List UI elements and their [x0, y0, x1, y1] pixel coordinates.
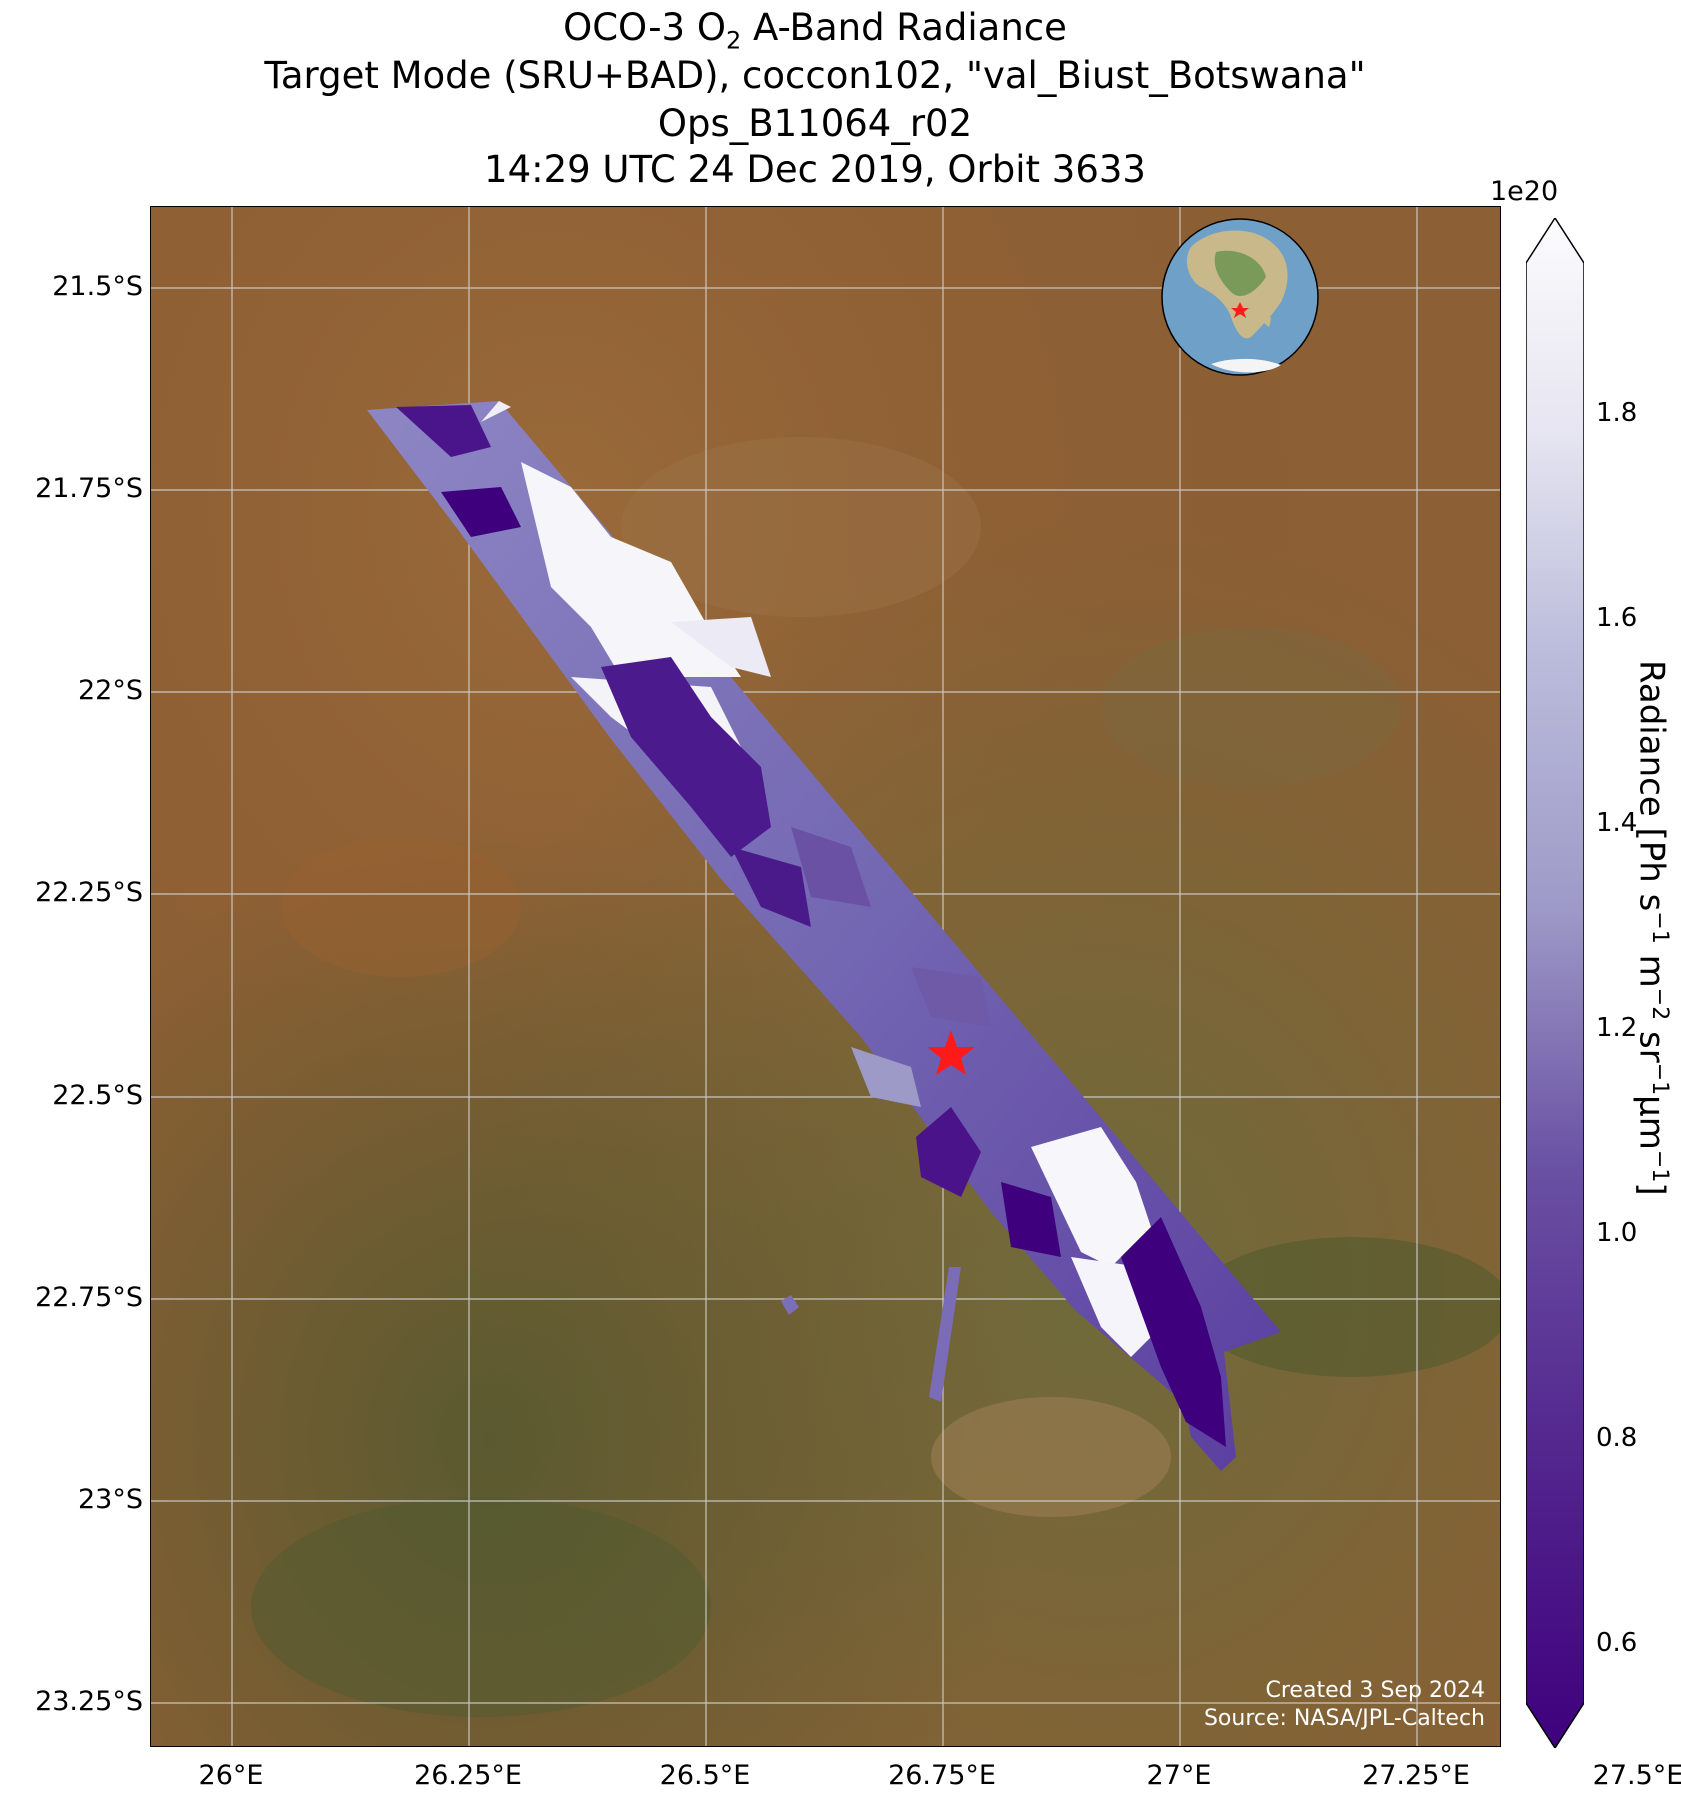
colorbar-tick: 0.6 [1596, 1628, 1638, 1658]
created-credit: Created 3 Sep 2024 [1265, 1678, 1486, 1703]
title-line-1: OCO-3 O2 A-Band Radiance [563, 6, 1067, 55]
lat-tick: 22.25°S [35, 877, 143, 908]
lat-tick: 22°S [78, 675, 143, 706]
lon-tick: 26.5°E [659, 1760, 751, 1791]
source-credit: Source: NASA/JPL-Caltech [1203, 1706, 1485, 1731]
title-line-2: Target Mode (SRU+BAD), coccon102, "val_B… [264, 54, 1366, 97]
lat-tick: 22.75°S [35, 1282, 143, 1313]
colorbar-tick: 0.8 [1596, 1423, 1638, 1453]
colorbar-tick: 1.8 [1596, 398, 1638, 428]
title-line-3: Ops_B11064_r02 [657, 102, 973, 145]
colorbar-tick: 1.6 [1596, 603, 1638, 633]
colorbar-tick: 1.0 [1596, 1218, 1638, 1248]
lon-tick: 27.5°E [1592, 1760, 1681, 1791]
lat-tick: 21.5°S [52, 271, 143, 302]
site-marker-star [927, 1030, 975, 1075]
globe-africa-icon [1161, 218, 1319, 376]
map-panel[interactable] [150, 206, 1501, 1747]
lon-tick: 27.25°E [1362, 1760, 1470, 1791]
lon-tick: 27°E [1146, 1760, 1212, 1791]
lon-tick: 26°E [198, 1760, 264, 1791]
colorbar-exponent: 1e20 [1490, 176, 1559, 207]
lon-tick: 26.75°E [888, 1760, 996, 1791]
lat-tick: 22.5°S [52, 1080, 143, 1111]
lat-tick: 23°S [78, 1484, 143, 1515]
colorbar-label: Radiance [Ph s−1 m−2 sr−1μm−1] [1631, 660, 1672, 1196]
title-line-4: 14:29 UTC 24 Dec 2019, Orbit 3633 [484, 148, 1146, 191]
lat-tick: 21.75°S [35, 473, 143, 504]
globe-site-star [1231, 302, 1249, 318]
colorbar [1526, 218, 1584, 1748]
colorbar-tick: 1.4 [1596, 808, 1638, 838]
lon-tick: 26.25°E [414, 1760, 522, 1791]
lat-tick: 23.25°S [35, 1686, 143, 1717]
colorbar-tick: 1.2 [1596, 1013, 1638, 1043]
map-canvas [151, 207, 1500, 1746]
radiance-swath [367, 401, 1281, 1471]
